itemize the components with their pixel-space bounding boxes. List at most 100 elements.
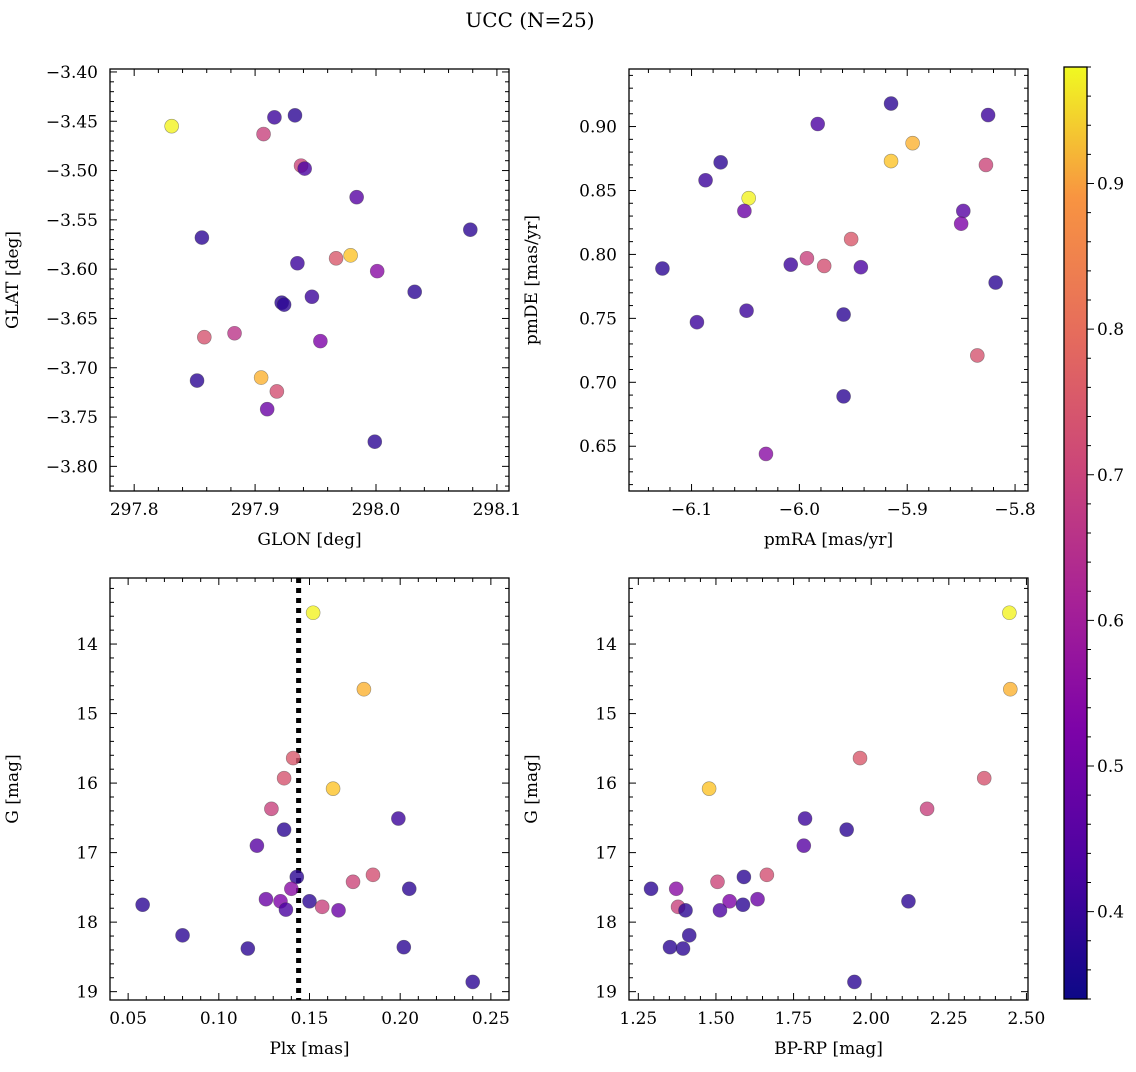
y-tick-label: 0.80 [579,245,617,265]
data-point [836,307,851,322]
x-axis-label: pmRA [mas/yr] [764,530,893,550]
data-point [391,811,406,826]
x-tick-label: 297.9 [231,500,280,520]
data-point [662,939,678,955]
data-point [197,329,212,345]
data-point [737,203,752,219]
colorbar-tick-label: 0.5 [1097,757,1124,777]
y-tick-label: 16 [76,774,98,794]
y-tick-label: −3.65 [46,309,98,329]
axes-frame [628,577,1029,1001]
data-point [668,881,684,897]
data-point [264,801,279,817]
colorbar-tick-label: 0.9 [1097,175,1124,195]
data-point [953,216,969,232]
data-point [367,434,383,450]
data-point [980,107,996,123]
y-tick-label: 0.90 [579,118,617,138]
data-point [267,110,282,125]
data-point [314,899,330,915]
x-axis-label: GLON [deg] [257,530,361,550]
y-tick-label: 19 [595,983,617,1003]
data-point [988,275,1003,290]
data-point [258,891,274,907]
data-point [269,384,285,399]
data-point [302,893,317,909]
scatter-panel-4: 1.25 1.50 1.75 2.00 2.25 2.50 14 15 16 17 18 19 BP-R… [522,577,1045,1059]
data-point [276,770,292,786]
y-tick-label: 15 [595,705,617,725]
x-tick-label: 1.25 [619,1009,657,1029]
data-point [799,250,815,266]
y-tick-label: 18 [76,913,98,933]
data-point [712,903,728,918]
data-point [883,96,899,111]
data-point [349,189,364,205]
scatter-panel-3: 0.05 0.10 0.15 0.20 0.25 14 15 16 17 18 19 Plx [mas… [3,577,510,1059]
x-tick-label: 1.50 [697,1009,735,1029]
data-point [816,258,832,274]
x-tick-label: 297.8 [110,500,159,520]
data-point [328,251,344,266]
data-point [135,897,150,913]
x-tick-label: 0.25 [472,1009,510,1029]
x-tick-label: 298.0 [352,500,401,520]
y-tick-label: 0.85 [579,181,617,201]
data-point [736,869,752,885]
data-point [739,303,754,318]
y-tick-label: 16 [595,774,617,794]
data-point [643,881,659,897]
data-point [1002,605,1017,621]
y-tick-label: 0.75 [579,309,617,329]
axes-frame [109,577,510,1001]
x-tick-label: 0.15 [291,1009,329,1029]
data-point [853,259,869,275]
data-point [955,203,971,219]
data-point [276,297,292,312]
y-tick-label: 17 [76,844,98,864]
y-axis-label: G [mag] [522,754,542,823]
data-point [365,867,381,883]
x-tick-label: −5.8 [994,500,1035,520]
data-point [797,811,813,826]
data-point [710,874,725,890]
data-point [285,750,301,766]
x-axis-label: BP-RP [mag] [774,1039,883,1059]
data-point [465,974,481,990]
data-point [189,373,205,388]
x-tick-label: −5.9 [887,500,928,520]
y-tick-label: −3.55 [46,211,98,231]
x-axis-label: Plx [mas] [269,1039,349,1059]
data-point [297,161,312,176]
colorbar-tick-label: 0.6 [1097,611,1124,631]
x-tick-label: 0.05 [109,1009,147,1029]
data-point [713,155,728,170]
axes-frame [109,68,510,492]
data-point [655,261,670,276]
data-point [194,230,210,245]
data-point [701,781,717,796]
data-point [978,157,994,173]
x-tick-label: 0.20 [381,1009,419,1029]
x-tick-label: −6.0 [779,500,820,520]
data-point [253,370,269,385]
axes-frame [628,68,1029,492]
data-point [325,781,341,796]
x-tick-label: 2.00 [852,1009,890,1029]
data-point [689,314,705,330]
data-point [735,897,751,913]
data-point [175,928,190,943]
scatter-panel-1: 297.8 297.9 298.0 298.1 −3.80 −3.75 −3.70 −3.65… [3,63,521,550]
y-tick-label: 0.65 [579,437,617,457]
data-point [249,838,265,853]
data-point [290,255,305,271]
data-point [759,867,775,883]
y-tick-label: 17 [595,844,617,864]
colorbar-tick-label: 0.7 [1097,466,1124,486]
data-point [259,401,275,417]
data-point [407,284,422,300]
y-tick-label: 15 [76,705,98,725]
y-tick-label: −3.40 [46,63,98,83]
data-point [401,881,417,897]
